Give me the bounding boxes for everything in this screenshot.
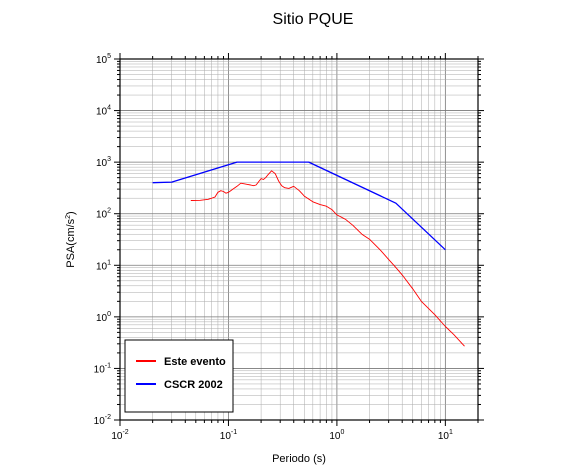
y-tick-label-exponent: 0 (107, 311, 111, 318)
x-tick-label: 10-2 (111, 429, 128, 442)
x-tick-label: 10-1 (220, 429, 237, 442)
x-tick-label-exponent: -2 (122, 429, 128, 436)
y-tick-label-base: 10 (94, 416, 106, 427)
y-tick-label: 102 (96, 208, 111, 221)
x-tick-label-exponent: -1 (231, 429, 237, 436)
y-tick-label-base: 10 (94, 364, 106, 375)
x-tick-label-exponent: 0 (341, 429, 345, 436)
y-tick-label: 101 (96, 259, 111, 272)
legend-label-este-evento: Este evento (164, 356, 226, 368)
y-axis-label-exponent: 2 (65, 215, 72, 219)
x-tick-label: 100 (329, 429, 344, 442)
y-axis-label-main: PSA(cm/s (65, 218, 77, 267)
chart-title: Sitio PQUE (273, 11, 354, 28)
legend-box (124, 339, 234, 413)
y-tick-label: 100 (96, 311, 111, 324)
y-tick-label-base: 10 (96, 261, 108, 272)
y-tick-label-exponent: 4 (107, 105, 111, 112)
y-tick-label-base: 10 (96, 313, 108, 324)
y-tick-label: 10-1 (94, 362, 111, 375)
x-axis-label: Periodo (s) (272, 453, 326, 465)
x-tick-label-base: 10 (220, 431, 232, 442)
x-tick-label: 101 (438, 429, 453, 442)
y-tick-label-base: 10 (96, 210, 108, 221)
x-tick-label-exponent: 1 (449, 429, 453, 436)
y-tick-label: 104 (96, 105, 111, 118)
y-tick-label: 103 (96, 156, 111, 169)
x-tick-label-base: 10 (111, 431, 123, 442)
y-tick-label-base: 10 (96, 107, 108, 118)
legend: Este evento CSCR 2002 (124, 339, 234, 413)
y-tick-label-base: 10 (96, 55, 108, 66)
plot-frame (119, 58, 479, 421)
y-tick-label-base: 10 (96, 158, 108, 169)
y-tick-label-exponent: 5 (107, 53, 111, 60)
y-tick-label-exponent: 2 (107, 208, 111, 215)
y-axis-label-close: ) (65, 211, 77, 215)
axis-ticks (114, 53, 484, 426)
series-line-cscr-2002 (152, 161, 446, 251)
y-axis-label: PSA(cm/s2) (65, 211, 77, 267)
y-tick-label: 105 (96, 53, 111, 66)
y-tick-label-exponent: 3 (107, 156, 111, 163)
y-tick-label-exponent: 1 (107, 259, 111, 266)
y-tick-label: 10-2 (94, 414, 111, 427)
series-lines (152, 161, 465, 347)
y-tick-label-exponent: -2 (105, 414, 111, 421)
x-tick-label-base: 10 (438, 431, 450, 442)
legend-label-cscr-2002: CSCR 2002 (164, 379, 223, 391)
y-tick-label-exponent: -1 (105, 362, 111, 369)
series-line-este-evento (190, 170, 465, 347)
x-tick-labels: 10-2 10-1 100 101 (111, 429, 453, 442)
x-tick-label-base: 10 (329, 431, 341, 442)
